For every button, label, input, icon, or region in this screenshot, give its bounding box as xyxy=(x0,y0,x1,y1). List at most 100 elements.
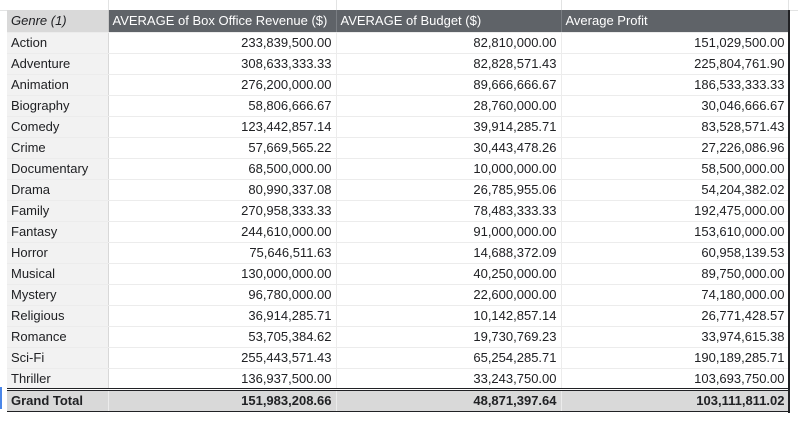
grand-total-revenue[interactable]: 151,983,208.66 xyxy=(108,387,337,412)
genre-cell[interactable]: Biography xyxy=(7,95,109,117)
genre-cell[interactable]: Sci-Fi xyxy=(7,347,109,369)
profit-column-header[interactable]: Average Profit xyxy=(561,10,790,33)
table-row: Religious 36,914,285.71 10,142,857.14 26,77… xyxy=(7,305,790,327)
revenue-cell[interactable]: 233,839,500.00 xyxy=(108,32,337,54)
revenue-cell[interactable]: 255,443,571.43 xyxy=(108,347,337,369)
revenue-column-header[interactable]: AVERAGE of Box Office Revenue ($) xyxy=(108,10,337,33)
column-divider xyxy=(108,0,109,10)
genre-cell[interactable]: Family xyxy=(7,200,109,222)
genre-cell[interactable]: Comedy xyxy=(7,116,109,138)
grand-total-budget[interactable]: 48,871,397.64 xyxy=(336,387,562,412)
revenue-cell[interactable]: 270,958,333.33 xyxy=(108,200,337,222)
budget-cell[interactable]: 26,785,955.06 xyxy=(336,179,562,201)
budget-cell[interactable]: 10,000,000.00 xyxy=(336,158,562,180)
column-divider xyxy=(788,0,789,10)
profit-cell[interactable]: 89,750,000.00 xyxy=(561,263,790,285)
profit-cell[interactable]: 26,771,428.57 xyxy=(561,305,790,327)
genre-cell[interactable]: Horror xyxy=(7,242,109,264)
budget-cell[interactable]: 22,600,000.00 xyxy=(336,284,562,306)
table-row: Comedy 123,442,857.14 39,914,285.71 83,528,… xyxy=(7,116,790,138)
revenue-cell[interactable]: 308,633,333.33 xyxy=(108,53,337,75)
budget-cell[interactable]: 33,243,750.00 xyxy=(336,368,562,390)
revenue-cell[interactable]: 58,806,666.67 xyxy=(108,95,337,117)
budget-cell[interactable]: 10,142,857.14 xyxy=(336,305,562,327)
column-divider xyxy=(561,0,562,10)
table-row: Sci-Fi 255,443,571.43 65,254,285.71 190,189… xyxy=(7,347,790,369)
budget-cell[interactable]: 30,443,478.26 xyxy=(336,137,562,159)
genre-cell[interactable]: Fantasy xyxy=(7,221,109,243)
profit-cell[interactable]: 83,528,571.43 xyxy=(561,116,790,138)
pivot-table: Genre (1) AVERAGE of Box Office Revenue … xyxy=(7,10,790,412)
revenue-cell[interactable]: 123,442,857.14 xyxy=(108,116,337,138)
budget-cell[interactable]: 82,810,000.00 xyxy=(336,32,562,54)
table-row: Crime 57,669,565.22 30,443,478.26 27,226,08… xyxy=(7,137,790,159)
revenue-cell[interactable]: 36,914,285.71 xyxy=(108,305,337,327)
revenue-cell[interactable]: 96,780,000.00 xyxy=(108,284,337,306)
profit-cell[interactable]: 33,974,615.38 xyxy=(561,326,790,348)
profit-cell[interactable]: 190,189,285.71 xyxy=(561,347,790,369)
budget-column-header[interactable]: AVERAGE of Budget ($) xyxy=(336,10,562,33)
profit-cell[interactable]: 74,180,000.00 xyxy=(561,284,790,306)
budget-cell[interactable]: 14,688,372.09 xyxy=(336,242,562,264)
table-row: Drama 80,990,337.08 26,785,955.06 54,204,38… xyxy=(7,179,790,201)
revenue-cell[interactable]: 53,705,384.62 xyxy=(108,326,337,348)
grand-total-profit[interactable]: 103,111,811.02 xyxy=(561,387,790,412)
table-row: Thriller 136,937,500.00 33,243,750.00 103,6… xyxy=(7,368,790,390)
budget-cell[interactable]: 82,828,571.43 xyxy=(336,53,562,75)
budget-cell[interactable]: 89,666,666.67 xyxy=(336,74,562,96)
budget-cell[interactable]: 39,914,285.71 xyxy=(336,116,562,138)
grand-total-label[interactable]: Grand Total xyxy=(7,387,109,412)
table-row: Animation 276,200,000.00 89,666,666.67 186,… xyxy=(7,74,790,96)
budget-cell[interactable]: 19,730,769.23 xyxy=(336,326,562,348)
genre-cell[interactable]: Romance xyxy=(7,326,109,348)
genre-cell[interactable]: Thriller xyxy=(7,368,109,390)
table-right-border xyxy=(788,10,790,413)
table-row: Mystery 96,780,000.00 22,600,000.00 74,180,… xyxy=(7,284,790,306)
genre-cell[interactable]: Drama xyxy=(7,179,109,201)
revenue-cell[interactable]: 57,669,565.22 xyxy=(108,137,337,159)
budget-cell[interactable]: 65,254,285.71 xyxy=(336,347,562,369)
genre-cell[interactable]: Action xyxy=(7,32,109,54)
revenue-cell[interactable]: 75,646,511.63 xyxy=(108,242,337,264)
genre-cell[interactable]: Mystery xyxy=(7,284,109,306)
genre-cell[interactable]: Adventure xyxy=(7,53,109,75)
pivot-body: Action 233,839,500.00 82,810,000.00 151,029… xyxy=(7,32,790,390)
revenue-cell[interactable]: 68,500,000.00 xyxy=(108,158,337,180)
profit-cell[interactable]: 192,475,000.00 xyxy=(561,200,790,222)
table-row: Adventure 308,633,333.33 82,828,571.43 225,… xyxy=(7,53,790,75)
revenue-cell[interactable]: 136,937,500.00 xyxy=(108,368,337,390)
profit-cell[interactable]: 27,226,086.96 xyxy=(561,137,790,159)
table-row: Romance 53,705,384.62 19,730,769.23 33,974,… xyxy=(7,326,790,348)
profit-cell[interactable]: 30,046,666.67 xyxy=(561,95,790,117)
table-row: Family 270,958,333.33 78,483,333.33 192,475… xyxy=(7,200,790,222)
budget-cell[interactable]: 28,760,000.00 xyxy=(336,95,562,117)
table-row: Fantasy 244,610,000.00 91,000,000.00 153,61… xyxy=(7,221,790,243)
genre-cell[interactable]: Crime xyxy=(7,137,109,159)
genre-cell[interactable]: Animation xyxy=(7,74,109,96)
revenue-cell[interactable]: 80,990,337.08 xyxy=(108,179,337,201)
revenue-cell[interactable]: 244,610,000.00 xyxy=(108,221,337,243)
genre-column-header[interactable]: Genre (1) xyxy=(7,10,109,33)
table-row: Biography 58,806,666.67 28,760,000.00 30,04… xyxy=(7,95,790,117)
profit-cell[interactable]: 54,204,382.02 xyxy=(561,179,790,201)
grand-total-row: Grand Total 151,983,208.66 48,871,397.64… xyxy=(7,387,790,412)
genre-cell[interactable]: Religious xyxy=(7,305,109,327)
revenue-cell[interactable]: 130,000,000.00 xyxy=(108,263,337,285)
profit-cell[interactable]: 225,804,761.90 xyxy=(561,53,790,75)
profit-cell[interactable]: 153,610,000.00 xyxy=(561,221,790,243)
profit-cell[interactable]: 103,693,750.00 xyxy=(561,368,790,390)
pivot-header-row: Genre (1) AVERAGE of Box Office Revenue … xyxy=(7,10,790,33)
profit-cell[interactable]: 151,029,500.00 xyxy=(561,32,790,54)
budget-cell[interactable]: 91,000,000.00 xyxy=(336,221,562,243)
genre-cell[interactable]: Musical xyxy=(7,263,109,285)
revenue-cell[interactable]: 276,200,000.00 xyxy=(108,74,337,96)
table-row: Documentary 68,500,000.00 10,000,000.00 58,… xyxy=(7,158,790,180)
profit-cell[interactable]: 60,958,139.53 xyxy=(561,242,790,264)
row-selection-marker xyxy=(0,387,2,409)
profit-cell[interactable]: 58,500,000.00 xyxy=(561,158,790,180)
profit-cell[interactable]: 186,533,333.33 xyxy=(561,74,790,96)
budget-cell[interactable]: 78,483,333.33 xyxy=(336,200,562,222)
budget-cell[interactable]: 40,250,000.00 xyxy=(336,263,562,285)
genre-cell[interactable]: Documentary xyxy=(7,158,109,180)
table-row: Horror 75,646,511.63 14,688,372.09 60,958,1… xyxy=(7,242,790,264)
